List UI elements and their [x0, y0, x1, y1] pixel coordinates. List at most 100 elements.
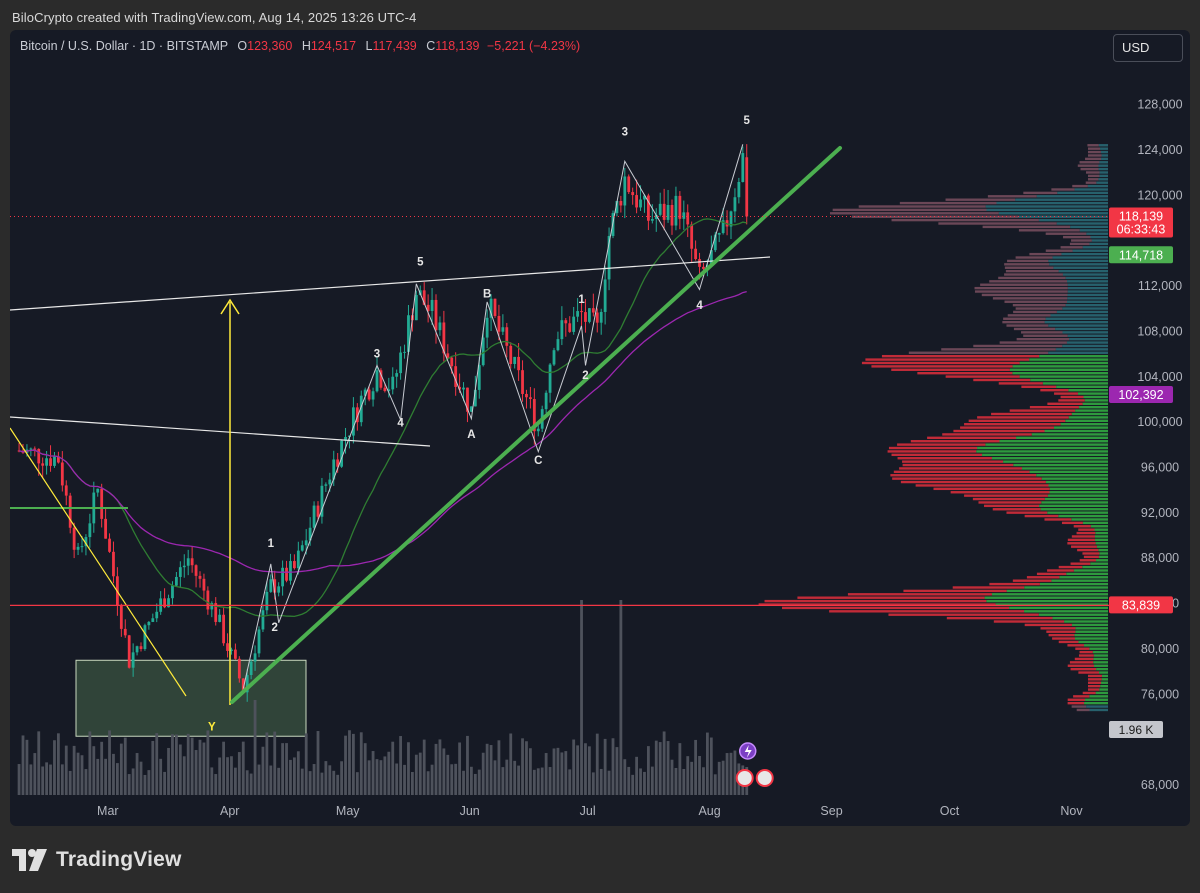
candle-body [131, 652, 135, 668]
wave-label: 4 [696, 300, 703, 312]
volume-profile-bar-down [1044, 518, 1072, 521]
volume-bar [261, 746, 265, 795]
volume-profile-bar-up [1099, 161, 1108, 164]
volume-profile-bar-down [1045, 232, 1087, 235]
volume-profile-bar-down [1004, 300, 1067, 303]
volume-profile-bar-up [1047, 494, 1108, 497]
currency-button[interactable]: USD [1113, 34, 1183, 62]
volume-profile-bar-up [1067, 286, 1108, 290]
volume-profile-bar-down [881, 354, 1040, 358]
volume-profile-bar-down [829, 212, 999, 215]
candle-body [253, 653, 257, 662]
volume-profile-bar-down [1023, 191, 1058, 195]
volume-bar [190, 737, 194, 795]
volume-bar [359, 732, 363, 795]
volume-profile-bar-down [902, 460, 1004, 463]
volume-profile-bar-up [1039, 354, 1108, 358]
candle-body [379, 370, 383, 388]
volume-profile-bar-down [897, 457, 992, 460]
volume-bar [304, 733, 308, 795]
volume-profile-bar-up [1075, 630, 1108, 633]
volume-profile-bar-down [1040, 627, 1076, 630]
volume-bar [194, 750, 198, 795]
wave-label: Y [208, 722, 216, 734]
candle-body [241, 678, 245, 693]
volume-profile-bar-up [1072, 249, 1108, 252]
volume-profile-bar-down [1029, 252, 1062, 256]
volume-bar [690, 761, 694, 795]
volume-bar [591, 772, 595, 795]
volume-profile-bar-up [1048, 484, 1108, 487]
volume-bar [713, 774, 717, 795]
volume-profile-bar-down [1013, 327, 1056, 331]
y-axis-tick-label: 100,000 [1137, 415, 1182, 429]
volume-profile-bar-down [1067, 644, 1084, 647]
volume-profile-bar-down [1015, 307, 1063, 310]
y-axis-tick-label: 76,000 [1141, 687, 1179, 701]
candle-body [96, 488, 100, 493]
candle-body [525, 393, 528, 398]
volume-profile-bar-down [1058, 565, 1083, 569]
candle-body [517, 356, 520, 371]
volume-bar [717, 761, 721, 795]
volume-profile-bar-up [1074, 188, 1108, 191]
volume-profile-bar-up [1062, 331, 1108, 334]
target-arrow-head [220, 298, 240, 315]
volume-profile-bar-up [1095, 691, 1108, 695]
volume-profile-bar-up [1101, 678, 1108, 681]
volume-profile-bar-up [1067, 280, 1108, 283]
volume-profile-bar-up [1099, 671, 1108, 674]
volume-profile-bar-up [1062, 273, 1108, 276]
candle-body [591, 308, 595, 313]
volume-profile-bar-up [1093, 661, 1108, 664]
volume-profile-bar-up [976, 450, 1108, 453]
candle-body [694, 248, 697, 260]
volume-profile-bar-down [1077, 164, 1099, 167]
volume-bar [131, 768, 135, 795]
volume-profile-bar-up [982, 453, 1108, 457]
volume-profile-bar-up [1040, 508, 1108, 511]
volume-bar [379, 760, 383, 795]
high-value: 124,517 [310, 39, 357, 53]
volume-profile-bar-up [1038, 613, 1108, 616]
volume-bar [607, 770, 611, 795]
candle-body [285, 567, 288, 581]
volume-bar [383, 756, 387, 795]
yellow-diagonal-line [10, 427, 187, 697]
volume-profile-bar-down [892, 477, 1042, 480]
volume-bars [17, 600, 749, 795]
volume-profile-bar-up [1055, 348, 1108, 351]
volume-bar [320, 772, 324, 795]
volume-profile-bar-down [972, 497, 1045, 501]
volume-profile-bar-down [758, 603, 996, 606]
wave-label: 1 [578, 294, 585, 306]
candle-body [450, 357, 454, 367]
volume-profile-bar-up [1022, 467, 1108, 470]
volume-profile-bar-up [1084, 399, 1108, 402]
volume-profile-bar-down [1078, 671, 1100, 674]
chart-panel[interactable]: 1 2 3 4 5 A B C 1 2 3 4 5 Y 128,000 124,000 120,000 112,0… [10, 30, 1190, 826]
candle-body [367, 389, 371, 400]
rising-support-trendline [230, 146, 842, 704]
candle-body [57, 456, 60, 463]
volume-bar [222, 741, 225, 795]
volume-profile-bar-down [902, 463, 1014, 467]
x-axis-tick-label: Aug [698, 804, 720, 818]
price-chart[interactable]: 1 2 3 4 5 A B C 1 2 3 4 5 Y 128,000 124,000 120,000 112,0… [10, 30, 1190, 826]
volume-bar [599, 768, 603, 795]
volume-profile-bar-down [1082, 552, 1100, 555]
brand-name: TradingView [56, 848, 182, 871]
volume-profile-bar-up [1074, 633, 1108, 637]
candle-body [281, 567, 284, 587]
volume-profile-bar-up [1013, 463, 1108, 467]
volume-bar [584, 743, 587, 795]
wave-label: 2 [272, 622, 278, 634]
axis-price-badge-last-price [1109, 207, 1173, 238]
candle-body [363, 389, 367, 396]
volume-bar [80, 755, 84, 795]
candle-body [529, 397, 532, 400]
volume-profile-bar-down [1078, 528, 1095, 531]
volume-bar [387, 751, 391, 795]
open-label: O [237, 39, 248, 53]
volume-bar [237, 752, 241, 795]
